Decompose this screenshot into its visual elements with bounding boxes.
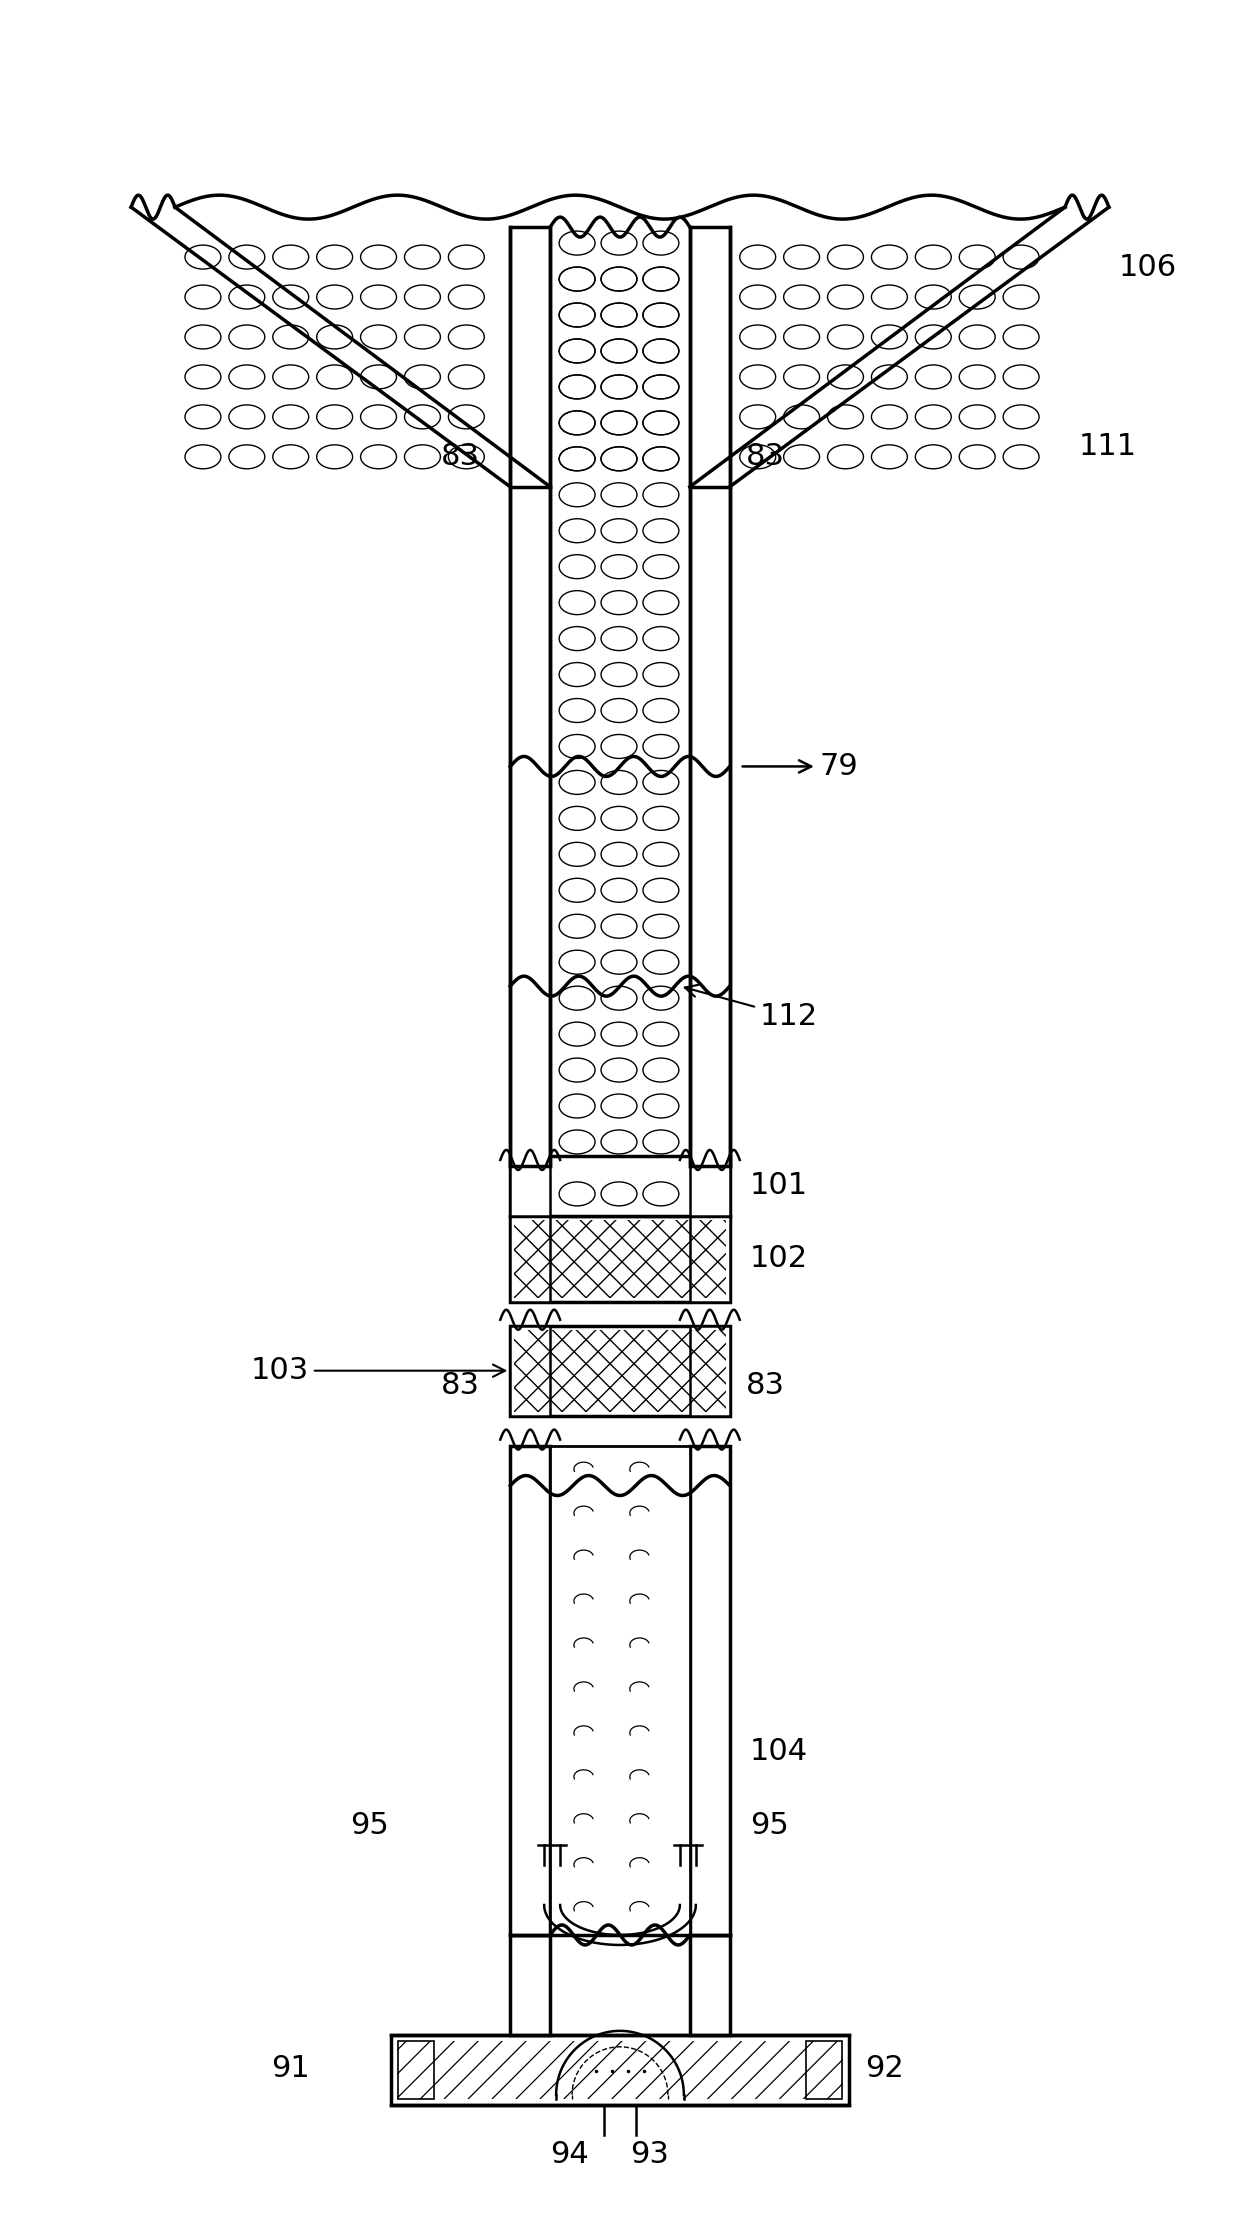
Bar [510, 1934, 551, 2035]
Bar [689, 1155, 730, 1215]
Text: 104: 104 [750, 1736, 807, 1765]
Bar [689, 1934, 730, 2035]
Bar [510, 1155, 551, 1215]
Text: 112: 112 [684, 984, 818, 1031]
Bar [398, 2041, 434, 2099]
Polygon shape [551, 1445, 689, 1934]
Bar [510, 1445, 551, 1934]
Text: 103: 103 [250, 1356, 505, 1385]
Bar [510, 1215, 551, 1302]
Text: 79: 79 [743, 752, 858, 781]
Bar [510, 1327, 551, 1416]
Bar [510, 1155, 730, 1215]
Bar [510, 1215, 730, 1302]
Text: 92: 92 [866, 2055, 904, 2084]
Bar [689, 1327, 730, 1416]
Bar [689, 227, 730, 1166]
Bar [510, 227, 551, 1166]
Text: 106: 106 [1118, 252, 1177, 280]
Text: 93: 93 [630, 2139, 668, 2168]
Bar [510, 1327, 730, 1416]
Text: 91: 91 [270, 2055, 310, 2084]
Bar [689, 1445, 730, 1934]
Text: 83: 83 [440, 1371, 480, 1400]
Text: 83: 83 [745, 443, 785, 472]
Text: 95: 95 [750, 1810, 789, 1839]
Text: 83: 83 [440, 443, 480, 472]
Text: 111: 111 [1079, 432, 1137, 461]
Text: 94: 94 [551, 2139, 589, 2168]
Text: 95: 95 [351, 1810, 389, 1839]
Bar [391, 2035, 849, 2106]
Text: 101: 101 [750, 1171, 807, 1200]
Bar [689, 1215, 730, 1302]
Text: 83: 83 [745, 1371, 785, 1400]
Text: 102: 102 [750, 1244, 807, 1273]
Bar [806, 2041, 842, 2099]
